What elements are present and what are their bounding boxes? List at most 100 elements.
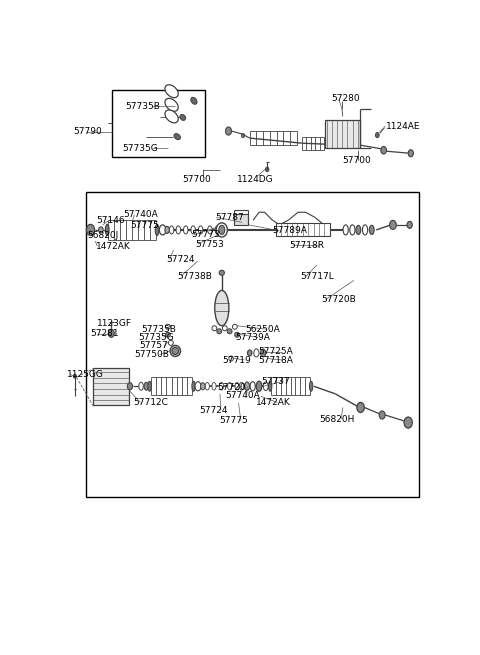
Ellipse shape — [168, 341, 173, 345]
Ellipse shape — [256, 381, 262, 391]
Ellipse shape — [106, 225, 109, 235]
Text: 57712C: 57712C — [133, 398, 168, 407]
Bar — [86, 192, 419, 497]
Ellipse shape — [219, 383, 224, 390]
Text: 57281: 57281 — [91, 329, 119, 338]
Text: 57740A: 57740A — [225, 391, 260, 400]
Ellipse shape — [356, 225, 361, 234]
Text: 57737: 57737 — [262, 377, 290, 386]
Bar — [276, 223, 330, 236]
Text: 57718R: 57718R — [289, 240, 324, 250]
Text: 57735G: 57735G — [138, 333, 174, 342]
Ellipse shape — [170, 345, 180, 356]
Text: 57775: 57775 — [219, 416, 248, 425]
Text: 57757: 57757 — [140, 341, 168, 350]
Text: 57739A: 57739A — [236, 333, 270, 342]
Ellipse shape — [219, 271, 225, 275]
Ellipse shape — [127, 383, 132, 390]
Ellipse shape — [381, 147, 386, 154]
Ellipse shape — [208, 226, 212, 234]
Ellipse shape — [174, 134, 180, 140]
Ellipse shape — [408, 150, 413, 157]
Text: 57773: 57773 — [191, 231, 220, 240]
Text: 57719: 57719 — [222, 356, 251, 365]
Ellipse shape — [176, 226, 180, 234]
Ellipse shape — [73, 374, 76, 378]
Ellipse shape — [254, 349, 259, 357]
Ellipse shape — [350, 225, 355, 235]
Text: 57725A: 57725A — [259, 347, 293, 356]
Text: 57280: 57280 — [332, 94, 360, 103]
Ellipse shape — [248, 350, 252, 356]
Text: 56250A: 56250A — [245, 325, 280, 334]
Text: 57740A: 57740A — [123, 210, 158, 219]
Ellipse shape — [198, 226, 203, 234]
Ellipse shape — [228, 383, 232, 390]
Ellipse shape — [212, 326, 217, 331]
Ellipse shape — [310, 381, 313, 391]
Ellipse shape — [216, 223, 228, 237]
Text: 57720B: 57720B — [322, 295, 356, 304]
Bar — [94, 367, 129, 405]
Ellipse shape — [86, 225, 95, 235]
Ellipse shape — [201, 383, 205, 390]
Ellipse shape — [369, 225, 374, 234]
Text: 1472AK: 1472AK — [256, 398, 290, 407]
Text: 1472AK: 1472AK — [96, 242, 131, 251]
Ellipse shape — [226, 127, 231, 135]
Ellipse shape — [148, 381, 151, 391]
Ellipse shape — [229, 356, 233, 361]
Text: 1125GG: 1125GG — [67, 370, 104, 379]
Ellipse shape — [169, 226, 174, 234]
Ellipse shape — [180, 115, 186, 121]
Ellipse shape — [166, 332, 170, 337]
Ellipse shape — [343, 225, 348, 235]
Ellipse shape — [205, 383, 209, 390]
Ellipse shape — [235, 332, 240, 337]
Text: 57724: 57724 — [199, 406, 228, 415]
Text: 1124AE: 1124AE — [385, 122, 420, 130]
Ellipse shape — [195, 382, 201, 391]
Bar — [112, 90, 205, 157]
Ellipse shape — [166, 324, 170, 329]
Ellipse shape — [159, 225, 166, 235]
Ellipse shape — [191, 226, 195, 234]
Ellipse shape — [357, 402, 364, 413]
Text: 57717L: 57717L — [300, 272, 334, 281]
Bar — [234, 214, 248, 225]
Ellipse shape — [240, 383, 244, 390]
Text: 57753: 57753 — [195, 240, 224, 248]
Ellipse shape — [261, 349, 266, 357]
Text: 57787: 57787 — [216, 213, 244, 222]
Text: 57724: 57724 — [166, 255, 194, 264]
Text: 56820J: 56820J — [87, 231, 118, 240]
Ellipse shape — [250, 382, 255, 391]
Text: 57738B: 57738B — [177, 272, 212, 281]
Ellipse shape — [144, 383, 148, 390]
Text: 57735G: 57735G — [122, 143, 158, 153]
Ellipse shape — [379, 411, 385, 419]
Ellipse shape — [235, 383, 239, 390]
Ellipse shape — [241, 134, 244, 138]
Text: 57700: 57700 — [343, 156, 372, 165]
Text: 1123GF: 1123GF — [96, 319, 132, 328]
Ellipse shape — [268, 381, 272, 391]
Text: 57775: 57775 — [130, 221, 159, 231]
Ellipse shape — [375, 132, 379, 138]
Text: 57789A: 57789A — [272, 227, 307, 235]
Ellipse shape — [265, 167, 269, 172]
Text: 57720: 57720 — [218, 383, 246, 392]
Ellipse shape — [99, 227, 103, 233]
Ellipse shape — [245, 382, 250, 390]
Ellipse shape — [183, 226, 188, 234]
Ellipse shape — [165, 98, 178, 111]
Text: 57146: 57146 — [96, 216, 125, 225]
Ellipse shape — [227, 329, 232, 334]
Text: 56820H: 56820H — [320, 415, 355, 424]
Ellipse shape — [219, 225, 225, 234]
Ellipse shape — [215, 226, 219, 234]
Ellipse shape — [212, 383, 216, 390]
Ellipse shape — [172, 347, 179, 354]
Ellipse shape — [390, 220, 396, 229]
Ellipse shape — [404, 417, 412, 428]
